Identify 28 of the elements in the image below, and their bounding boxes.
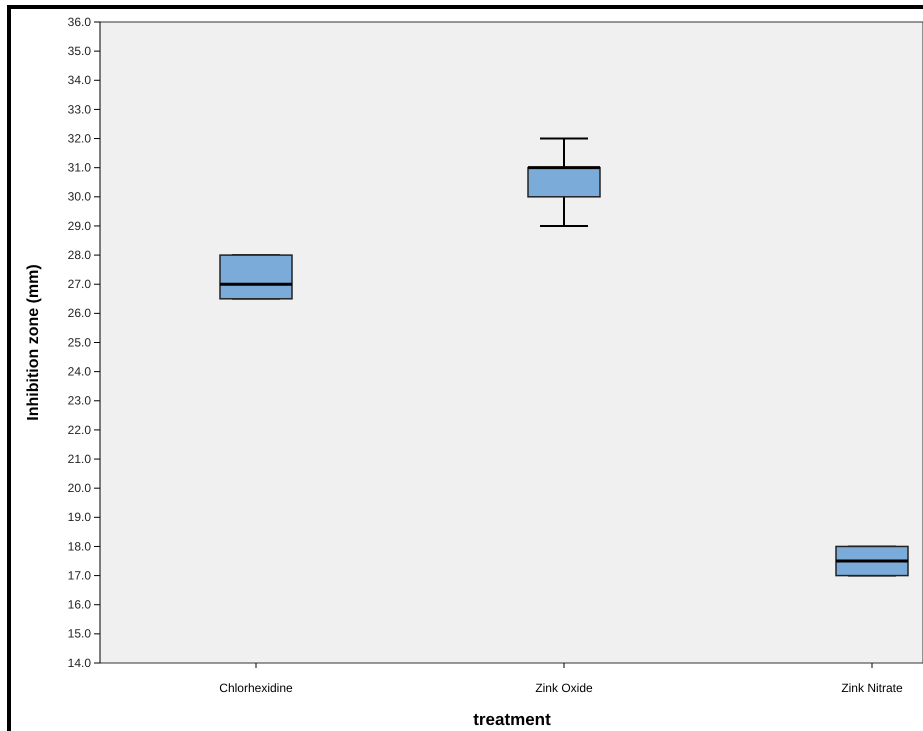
y-tick-label: 23.0 xyxy=(68,394,92,408)
y-tick-label: 36.0 xyxy=(68,14,92,29)
y-tick-label: 18.0 xyxy=(68,539,92,554)
y-tick-label: 15.0 xyxy=(68,626,92,641)
y-tick-label: 32.0 xyxy=(68,131,92,146)
x-tick-label: Zink Nitrate xyxy=(841,681,903,695)
y-tick-label: 14.0 xyxy=(68,656,92,670)
y-tick-label: 34.0 xyxy=(68,73,92,88)
y-tick-label: 33.0 xyxy=(68,102,92,116)
x-tick-label: Zink Oxide xyxy=(535,681,593,695)
y-tick-label: 25.0 xyxy=(68,335,92,350)
y-tick-label: 27.0 xyxy=(68,277,92,292)
y-tick-label: 24.0 xyxy=(68,364,92,378)
x-axis-title: treatment xyxy=(473,710,552,729)
y-tick-label: 21.0 xyxy=(68,452,92,466)
y-tick-label: 16.0 xyxy=(68,598,92,612)
y-tick-label: 28.0 xyxy=(68,248,92,262)
y-axis-title: Inhibition zone (mm) xyxy=(25,264,42,421)
x-tick-label: Chlorhexidine xyxy=(219,681,294,695)
y-tick-label: 22.0 xyxy=(68,422,92,437)
y-tick-label: 30.0 xyxy=(68,190,92,204)
y-tick-label: 29.0 xyxy=(68,218,92,233)
y-tick-label: 19.0 xyxy=(68,510,92,524)
y-tick-label: 31.0 xyxy=(68,160,92,175)
y-tick-label: 26.0 xyxy=(68,306,92,320)
y-tick-label: 35.0 xyxy=(68,44,92,58)
y-tick-label: 17.0 xyxy=(68,568,92,582)
y-tick-label: 20.0 xyxy=(68,481,92,496)
